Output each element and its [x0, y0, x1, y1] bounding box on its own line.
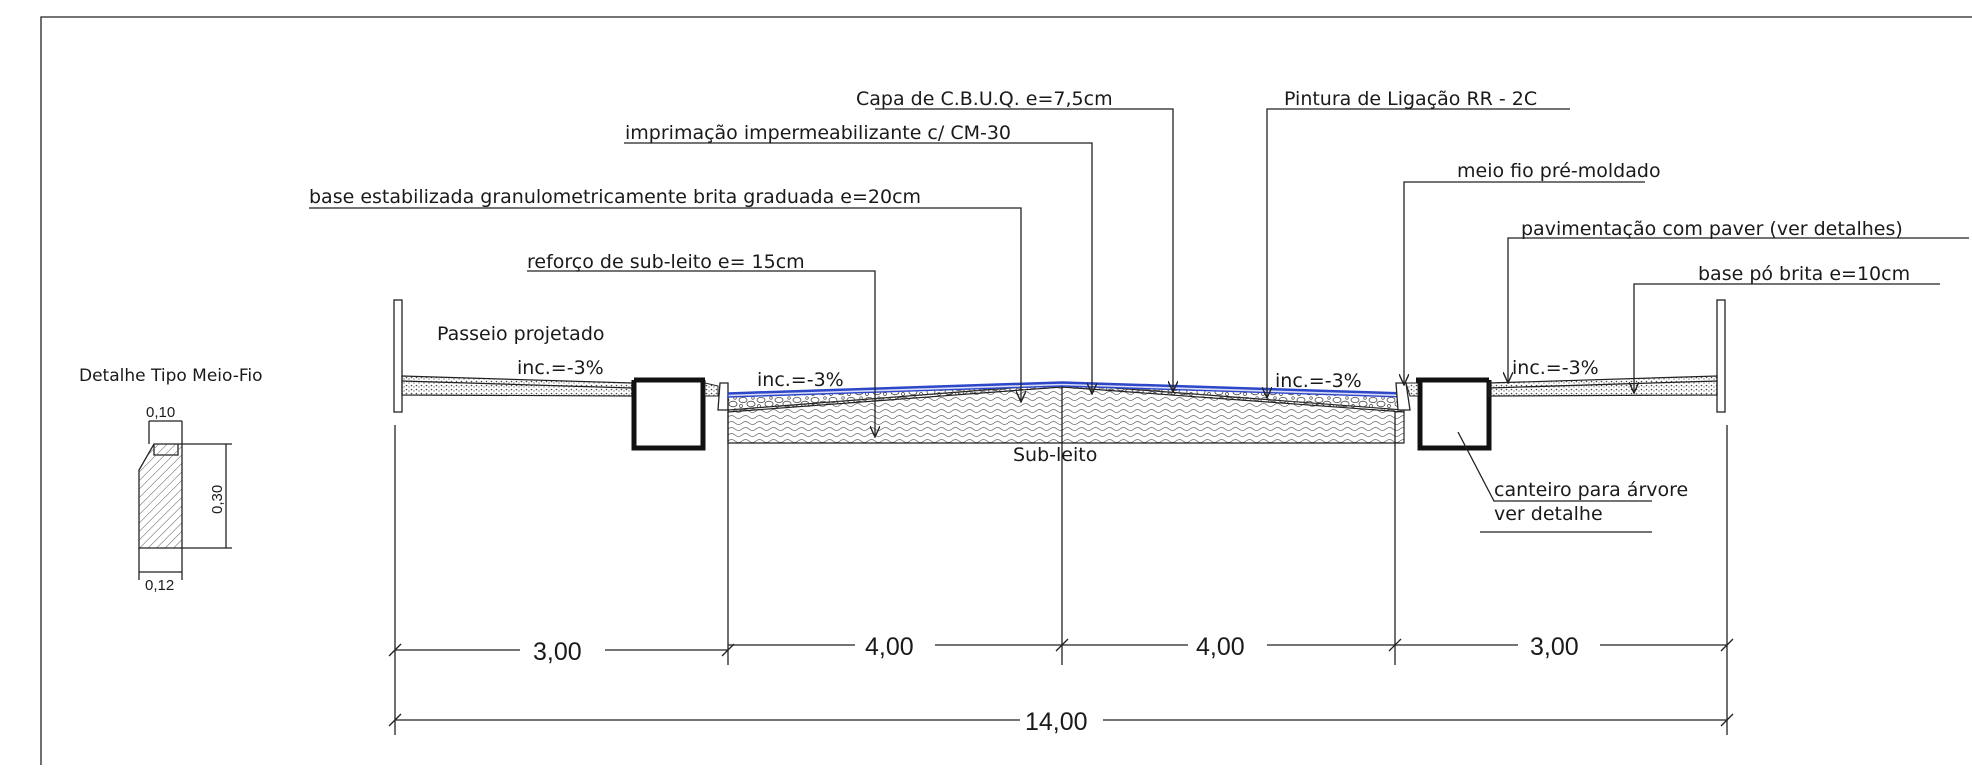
label-capa-cbuq: Capa de C.B.U.Q. e=7,5cm: [856, 88, 1113, 110]
left-sidewalk-paving: [401, 375, 633, 397]
curb-detail-title: Detalhe Tipo Meio-Fio: [79, 366, 263, 386]
label-inc-left-walk: inc.=-3%: [517, 357, 604, 379]
right-tree-pit: [1416, 377, 1492, 451]
label-inc-right-road: inc.=-3%: [1275, 370, 1362, 392]
curb-bottom-width: 0,12: [145, 577, 174, 594]
right-sidewalk-paving: [1488, 375, 1718, 397]
label-base-brita-graduada: base estabilizada granulometricamente br…: [309, 186, 921, 208]
dimension-right-sidewalk: 3,00: [1530, 633, 1579, 661]
curb-height: 0,30: [209, 485, 226, 514]
label-pintura-ligacao: Pintura de Ligação RR - 2C: [1284, 88, 1537, 110]
left-tree-pit: [631, 377, 706, 451]
dimension-total-width: 14,00: [1025, 708, 1088, 736]
curb-detail: Detalhe Tipo Meio-Fio 0,10 0,30 0,12: [79, 366, 263, 594]
dimension-left-lane: 4,00: [865, 633, 914, 661]
label-reforco-subleito: reforço de sub-leito e= 15cm: [527, 251, 805, 273]
left-curb: [717, 382, 729, 411]
left-boundary-post: [393, 299, 403, 413]
label-po-brita: base pó brita e=10cm: [1698, 263, 1910, 285]
label-subleito: Sub-leito: [1013, 444, 1097, 466]
curb-top-width: 0,10: [146, 404, 175, 421]
dimension-right-lane: 4,00: [1196, 633, 1245, 661]
label-canteiro: canteiro para árvore: [1494, 479, 1688, 501]
dimension-left-sidewalk: 3,00: [533, 638, 582, 666]
sheet-frame: [40, 16, 1972, 765]
curb-section-shape: [138, 443, 183, 549]
label-inc-left-road: inc.=-3%: [757, 369, 844, 391]
right-boundary-post: [1716, 299, 1726, 413]
label-paver: pavimentação com paver (ver detalhes): [1521, 218, 1903, 240]
label-meio-fio: meio fio pré-moldado: [1457, 160, 1661, 182]
label-inc-right-walk: inc.=-3%: [1512, 357, 1599, 379]
leader-lines: [309, 108, 1969, 533]
label-ver-detalhe: ver detalhe: [1494, 503, 1603, 525]
dimension-lines: [388, 386, 1734, 735]
label-passeio: Passeio projetado: [437, 323, 605, 345]
label-imprimacao: imprimação impermeabilizante c/ CM-30: [625, 122, 1011, 144]
